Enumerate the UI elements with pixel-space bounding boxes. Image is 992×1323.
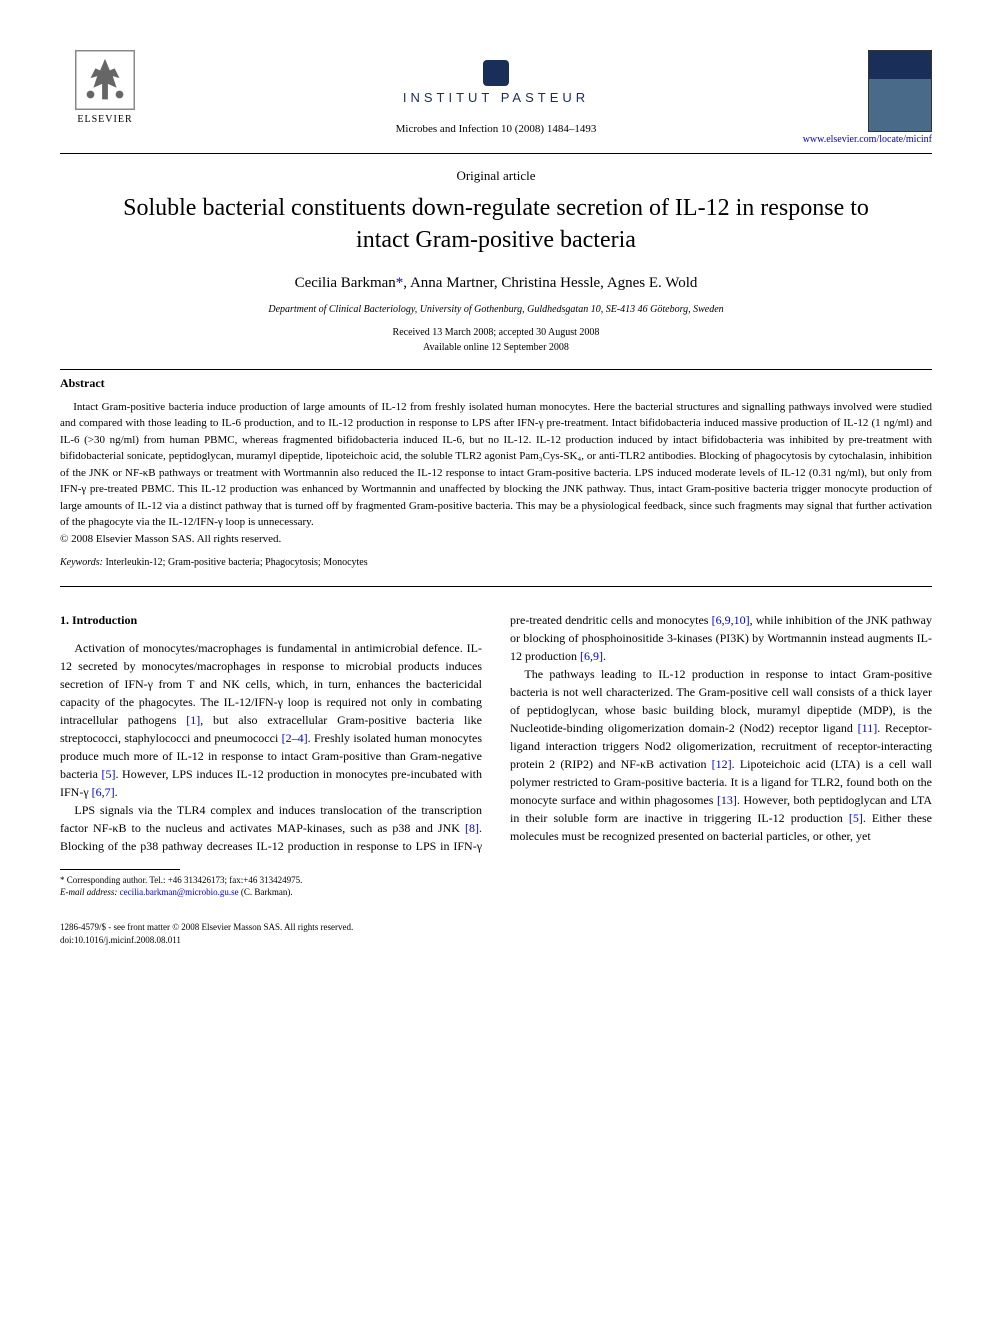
authors: Cecilia Barkman*, Anna Martner, Christin…: [60, 275, 932, 292]
received-accepted-date: Received 13 March 2008; accepted 30 Augu…: [60, 325, 932, 340]
introduction-heading: 1. Introduction: [60, 611, 482, 629]
page-footer: 1286-4579/$ - see front matter © 2008 El…: [60, 921, 932, 946]
pasteur-text: INSTITUT PASTEUR: [403, 90, 589, 105]
pasteur-emblem-icon: [483, 60, 509, 86]
reference-link[interactable]: [11]: [858, 721, 878, 735]
abstract-top-rule: [60, 369, 932, 370]
abstract-copyright: © 2008 Elsevier Masson SAS. All rights r…: [60, 533, 932, 545]
reference-link[interactable]: [8]: [465, 821, 479, 835]
footer-left: 1286-4579/$ - see front matter © 2008 El…: [60, 921, 353, 946]
footer-front-matter: 1286-4579/$ - see front matter © 2008 El…: [60, 921, 353, 934]
corresponding-star-icon: *: [396, 275, 404, 291]
intro-paragraph-1: Activation of monocytes/macrophages is f…: [60, 639, 482, 801]
body-text: .: [603, 649, 606, 663]
center-header: INSTITUT PASTEUR Microbes and Infection …: [150, 50, 842, 135]
body-text: . However, LPS induces IL-12 production …: [60, 767, 482, 799]
email-label: E-mail address:: [60, 887, 117, 897]
reference-link[interactable]: [2–4]: [282, 731, 308, 745]
journal-cover-icon: [868, 50, 932, 132]
corresponding-author-footnote: * Corresponding author. Tel.: +46 313426…: [60, 874, 932, 899]
abstract-block: Abstract Intact Gram-positive bacteria i…: [60, 376, 932, 568]
abstract-bottom-rule: [60, 586, 932, 587]
footnote-tel-fax: * Corresponding author. Tel.: +46 313426…: [60, 874, 932, 887]
keywords-label: Keywords:: [60, 557, 103, 568]
keywords: Keywords: Interleukin-12; Gram-positive …: [60, 557, 932, 568]
journal-reference: Microbes and Infection 10 (2008) 1484–14…: [396, 123, 597, 135]
reference-link[interactable]: [6,7]: [92, 785, 115, 799]
elsevier-logo-block: ELSEVIER: [60, 50, 150, 125]
online-date: Available online 12 September 2008: [60, 340, 932, 355]
journal-cover-block: www.elsevier.com/locate/micinf: [842, 50, 932, 145]
abstract-heading: Abstract: [60, 376, 932, 391]
journal-homepage-link[interactable]: www.elsevier.com/locate/micinf: [803, 134, 932, 145]
body-text: .: [115, 785, 118, 799]
reference-link[interactable]: [6,9]: [580, 649, 603, 663]
abstract-text: Intact Gram-positive bacteria induce pro…: [60, 399, 932, 531]
author-list: Cecilia Barkman*, Anna Martner, Christin…: [295, 275, 698, 291]
reference-link[interactable]: [5]: [849, 811, 863, 825]
reference-link[interactable]: [1]: [186, 713, 200, 727]
header-rule: [60, 153, 932, 154]
corresponding-email-link[interactable]: cecilia.barkman@microbio.gu.se: [120, 887, 239, 897]
article-body: 1. Introduction Activation of monocytes/…: [60, 611, 932, 855]
elsevier-label: ELSEVIER: [77, 114, 132, 125]
footer-doi: doi:10.1016/j.micinf.2008.08.011: [60, 934, 353, 947]
body-text: LPS signals via the TLR4 complex and ind…: [60, 803, 482, 835]
reference-link[interactable]: [12]: [712, 757, 732, 771]
footnote-rule: [60, 869, 180, 870]
intro-paragraph-3: The pathways leading to IL-12 production…: [510, 665, 932, 845]
keywords-list: Interleukin-12; Gram-positive bacteria; …: [105, 557, 367, 568]
email-tail: (C. Barkman).: [239, 887, 293, 897]
reference-link[interactable]: [13]: [717, 793, 737, 807]
elsevier-tree-icon: [75, 50, 135, 110]
article-type: Original article: [60, 168, 932, 184]
reference-link[interactable]: [6,9,10]: [712, 613, 750, 627]
reference-link[interactable]: [5]: [102, 767, 116, 781]
footnote-email-line: E-mail address: cecilia.barkman@microbio…: [60, 886, 932, 899]
pasteur-logo: INSTITUT PASTEUR: [403, 60, 589, 105]
article-dates: Received 13 March 2008; accepted 30 Augu…: [60, 325, 932, 355]
article-title: Soluble bacterial constituents down-regu…: [100, 192, 892, 257]
affiliation: Department of Clinical Bacteriology, Uni…: [60, 304, 932, 315]
journal-header: ELSEVIER INSTITUT PASTEUR Microbes and I…: [60, 50, 932, 145]
